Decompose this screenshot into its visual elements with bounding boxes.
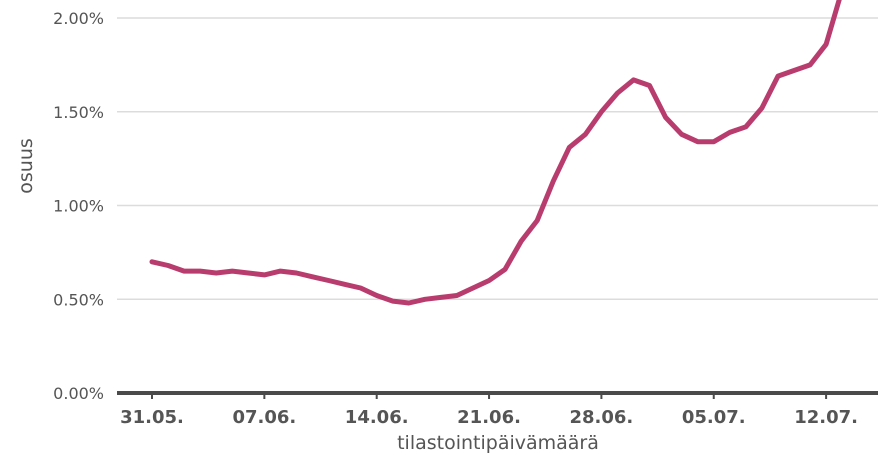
x-tick-label: 21.06. (457, 407, 521, 428)
x-tick-label: 28.06. (570, 407, 634, 428)
x-tick-labels: 31.05. 07.06. 14.06. 21.06. 28.06. 05.07. 12.0… (120, 393, 858, 428)
x-tick-label: 31.05. (120, 407, 184, 428)
y-tick-label: 1.00% (53, 197, 104, 216)
y-axis-title: osuus (15, 138, 37, 194)
y-tick-label: 0.50% (53, 290, 104, 309)
y-tick-labels: 0.00% 0.50% 1.00% 1.50% 2.00% (53, 9, 104, 403)
y-tick-label: 0.00% (53, 384, 104, 403)
x-tick-label: 07.06. (232, 407, 296, 428)
gridlines (117, 17, 878, 300)
x-tick-label: 14.06. (345, 407, 409, 428)
series-layer (149, 0, 842, 306)
x-axis-title: tilastointipäivämäärä (397, 432, 599, 454)
series-line (149, 0, 842, 306)
y-tick-label: 2.00% (53, 9, 104, 28)
y-tick-label: 1.50% (53, 103, 104, 122)
x-tick-label: 12.07. (794, 407, 858, 428)
x-tick-label: 05.07. (682, 407, 746, 428)
